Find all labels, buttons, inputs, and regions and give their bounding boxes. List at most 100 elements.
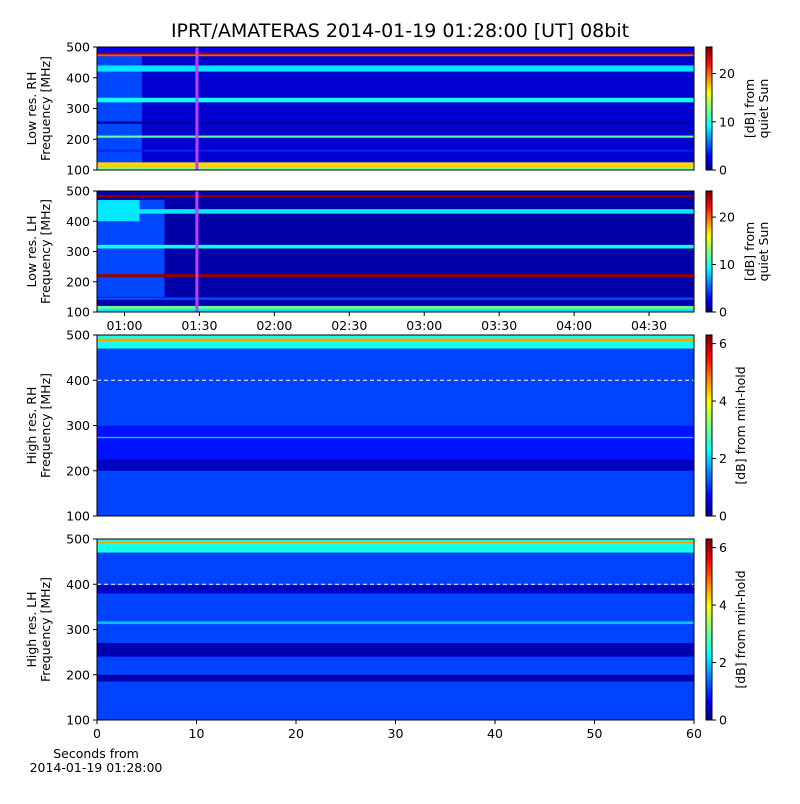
heatmap-cell: [97, 162, 694, 167]
y-tick-label: 100: [66, 163, 90, 178]
heatmap-cell: [97, 621, 694, 625]
x-tick-label: 04:30: [631, 318, 667, 333]
colorbar: [705, 334, 713, 517]
x-tick-label: 10: [189, 726, 205, 741]
x-tick-label: 02:30: [331, 318, 367, 333]
heatmap-cell: [97, 459, 694, 471]
colorbar: [705, 190, 713, 313]
x-tick-label: 04:00: [556, 318, 592, 333]
y-tick-label: 400: [66, 70, 90, 85]
y-axis-label: High res. LH: [24, 591, 39, 667]
heatmap-cell: [97, 244, 694, 249]
heatmap-cell: [97, 297, 694, 300]
y-tick-label: 500: [66, 328, 90, 343]
heatmap-cell: [97, 436, 694, 439]
y-tick-label: 200: [66, 274, 90, 289]
heatmap-cell: [97, 47, 694, 53]
y-tick-label: 100: [66, 509, 90, 524]
heatmap-cell: [97, 425, 694, 460]
colorbar: [705, 46, 713, 171]
colorbar-label: [dB] from: [742, 79, 757, 138]
colorbar: [705, 538, 713, 721]
y-tick-label: 100: [66, 305, 90, 320]
colorbar-tick-label: 0: [719, 509, 727, 524]
heatmap-cell: [97, 65, 694, 72]
heatmap-cell: [97, 674, 694, 682]
colorbar-label: quiet Sun: [756, 79, 771, 139]
heatmap-cell: [97, 539, 694, 553]
x-tick-label: 50: [587, 726, 603, 741]
y-tick-label: 500: [66, 532, 90, 547]
colorbar-label: [dB] from min-hold: [733, 366, 748, 484]
heatmap-cell: [97, 97, 694, 103]
heatmap-cell: [97, 121, 694, 124]
heatmap-cell: [97, 195, 694, 198]
heatmap-cell: [97, 52, 694, 55]
colorbar-label: [dB] from min-hold: [733, 570, 748, 688]
x-tick-label: 40: [487, 726, 503, 741]
y-tick-label: 500: [66, 40, 90, 55]
y-axis-label: Frequency [MHz]: [38, 373, 53, 478]
colorbar-tick-label: 2: [719, 451, 727, 466]
y-axis-label: Frequency [MHz]: [38, 56, 53, 161]
colorbar-tick-label: 20: [719, 66, 735, 81]
colorbar-tick-label: 2: [719, 655, 727, 670]
y-tick-label: 300: [66, 418, 90, 433]
heatmap-cell: [97, 308, 694, 312]
x-axis-label: Seconds from: [53, 746, 139, 761]
x-tick-label: 03:00: [406, 318, 442, 333]
x-tick-label: 30: [388, 726, 404, 741]
y-tick-label: 400: [66, 214, 90, 229]
heatmap-cell: [97, 338, 694, 342]
heatmap-cell: [97, 585, 694, 594]
y-tick-label: 200: [66, 463, 90, 478]
x-tick-label: 01:30: [181, 318, 217, 333]
heatmap-cell: [97, 54, 694, 57]
y-axis-label: Low res. RH: [24, 72, 39, 146]
heatmap-cell: [97, 335, 694, 349]
y-axis-label: Frequency [MHz]: [38, 577, 53, 682]
heatmap-cell: [97, 166, 694, 170]
y-tick-label: 300: [66, 244, 90, 259]
colorbar-tick-label: 6: [719, 336, 727, 351]
heatmap-cell: [97, 56, 142, 164]
y-axis-label: Frequency [MHz]: [38, 199, 53, 304]
x-tick-label: 03:30: [481, 318, 517, 333]
colorbar-tick-label: 20: [719, 210, 735, 225]
colorbar-label: quiet Sun: [756, 222, 771, 282]
heatmap-background: [97, 539, 694, 720]
colorbar-tick-label: 0: [719, 713, 727, 728]
colorbar-tick-label: 4: [719, 394, 727, 409]
y-tick-label: 200: [66, 667, 90, 682]
colorbar-tick-label: 10: [719, 114, 735, 129]
x-tick-label: 20: [288, 726, 304, 741]
colorbar-label: [dB] from: [742, 222, 757, 281]
heatmap-cell: [97, 541, 694, 544]
x-tick-label: 0: [93, 726, 101, 741]
x-tick-label: 01:00: [106, 318, 142, 333]
heatmap-cell: [97, 209, 694, 214]
y-tick-label: 400: [66, 373, 90, 388]
heatmap-cell: [97, 135, 694, 138]
y-tick-label: 400: [66, 577, 90, 592]
x-tick-label: 02:00: [256, 318, 292, 333]
heatmap-cell: [97, 305, 694, 309]
y-tick-label: 300: [66, 622, 90, 637]
colorbar-tick-label: 0: [719, 305, 727, 320]
colorbar-tick-label: 10: [719, 257, 735, 272]
chart-title: IPRT/AMATERAS 2014-01-19 01:28:00 [UT] 0…: [171, 20, 629, 42]
y-axis-label: High res. RH: [24, 387, 39, 465]
x-tick-label: 60: [686, 726, 702, 741]
colorbar-tick-label: 0: [719, 163, 727, 178]
heatmap-cell: [97, 643, 694, 657]
y-tick-label: 300: [66, 101, 90, 116]
x-axis-label: 2014-01-19 01:28:00: [30, 760, 163, 775]
colorbar-tick-label: 4: [719, 598, 727, 613]
heatmap-cell: [97, 274, 694, 278]
heatmap-cell: [97, 149, 694, 152]
y-axis-label: Low res. LH: [24, 216, 39, 288]
y-tick-label: 500: [66, 184, 90, 199]
colorbar-tick-label: 6: [719, 540, 727, 555]
y-tick-label: 100: [66, 713, 90, 728]
